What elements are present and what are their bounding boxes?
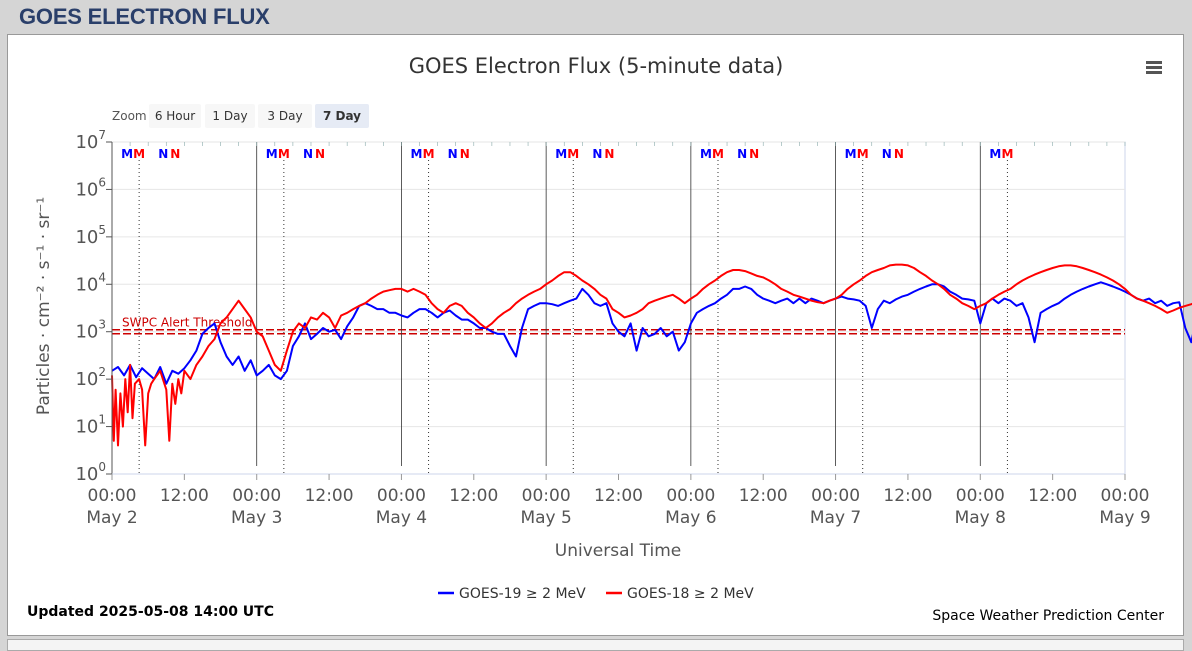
marker-label: N [448,147,458,161]
marker-label: N [749,147,759,161]
y-tick-label: 105 [75,223,106,248]
legend-label: GOES-18 ≥ 2 MeV [627,586,754,602]
marker-label: M [857,147,869,161]
zoom-button-bg [258,104,312,128]
y-tick-label: 104 [75,270,106,295]
y-tick-label: 103 [75,318,106,343]
x-tick-time: 12:00 [449,486,498,506]
y-tick-label: 100 [75,460,106,485]
zoom-button-6-hour[interactable]: 6 Hour [149,104,201,128]
zoom-button-label: 3 Day [267,109,302,123]
zoom-button-1-day[interactable]: 1 Day [205,104,255,128]
marker-label: M [266,147,278,161]
zoom-button-3-day[interactable]: 3 Day [258,104,312,128]
updated-timestamp: Updated 2025-05-08 14:00 UTC [27,604,274,620]
y-tick-label: 101 [75,413,106,438]
zoom-button-label: 6 Hour [155,109,195,123]
y-tick-label: 106 [75,175,106,200]
zoom-label: Zoom [112,109,147,123]
y-tick-label: 107 [75,128,106,153]
marker-label: M [423,147,435,161]
zoom-button-7-day[interactable]: 7 Day [315,104,369,128]
x-tick-time: 12:00 [305,486,354,506]
x-tick-time: 00:00 [666,486,715,506]
marker-label: M [555,147,567,161]
marker-label: N [894,147,904,161]
marker-label: M [1001,147,1013,161]
marker-label: N [170,147,180,161]
x-tick-time: 00:00 [522,486,571,506]
zoom-button-label: 1 Day [212,109,247,123]
y-tick-label: 102 [75,365,106,390]
series-line-goes19 [111,281,1192,385]
zoom-button-bg [149,104,201,128]
marker-label: M [278,147,290,161]
marker-label: N [158,147,168,161]
marker-label: N [460,147,470,161]
legend-label: GOES-19 ≥ 2 MeV [459,586,586,602]
x-tick-date: May 8 [955,508,1006,528]
x-tick-time: 12:00 [739,486,788,506]
marker-label: N [592,147,602,161]
x-axis-label: Universal Time [555,541,681,561]
marker-label: N [303,147,313,161]
marker-label: M [989,147,1001,161]
x-tick-date: May 3 [231,508,282,528]
x-tick-time: 12:00 [160,486,209,506]
marker-label: N [315,147,325,161]
x-tick-date: May 4 [376,508,427,528]
marker-label: N [604,147,614,161]
menu-icon[interactable] [1142,56,1166,78]
x-tick-date: May 9 [1099,508,1150,528]
series-line-goes18 [111,263,1192,447]
x-tick-time: 00:00 [232,486,281,506]
legend-item-goes19[interactable]: GOES-19 ≥ 2 MeV [438,586,586,602]
zoom-button-label: 7 Day [323,109,361,123]
marker-label: N [882,147,892,161]
marker-label: M [567,147,579,161]
zoom-button-bg [315,104,369,128]
x-tick-time: 12:00 [594,486,643,506]
marker-label: M [133,147,145,161]
marker-label: M [121,147,133,161]
x-tick-date: May 2 [86,508,137,528]
bottom-scroll-strip [7,639,1184,651]
y-axis-label: Particles · cm⁻² · s⁻¹ · sr⁻¹ [34,197,54,415]
x-tick-time: 00:00 [377,486,426,506]
page-title: GOES ELECTRON FLUX [19,4,270,29]
threshold-label: SWPC Alert Threshold [122,316,252,330]
credit-text: Space Weather Prediction Center [932,608,1164,624]
x-tick-time: 00:00 [956,486,1005,506]
legend-item-goes18[interactable]: GOES-18 ≥ 2 MeV [606,586,754,602]
marker-label: N [737,147,747,161]
x-tick-time: 00:00 [811,486,860,506]
x-tick-date: May 7 [810,508,861,528]
x-tick-time: 12:00 [1028,486,1077,506]
marker-label: M [845,147,857,161]
marker-label: M [411,147,423,161]
x-tick-date: May 6 [665,508,716,528]
marker-label: M [700,147,712,161]
page-header: GOES ELECTRON FLUX [0,0,1192,33]
zoom-button-bg [205,104,255,128]
plot-area [111,141,1126,475]
x-tick-time: 00:00 [88,486,137,506]
x-tick-time: 12:00 [883,486,932,506]
marker-label: M [712,147,724,161]
x-tick-time: 00:00 [1101,486,1150,506]
chart-title: GOES Electron Flux (5-minute data) [409,54,784,78]
x-tick-date: May 5 [520,508,571,528]
